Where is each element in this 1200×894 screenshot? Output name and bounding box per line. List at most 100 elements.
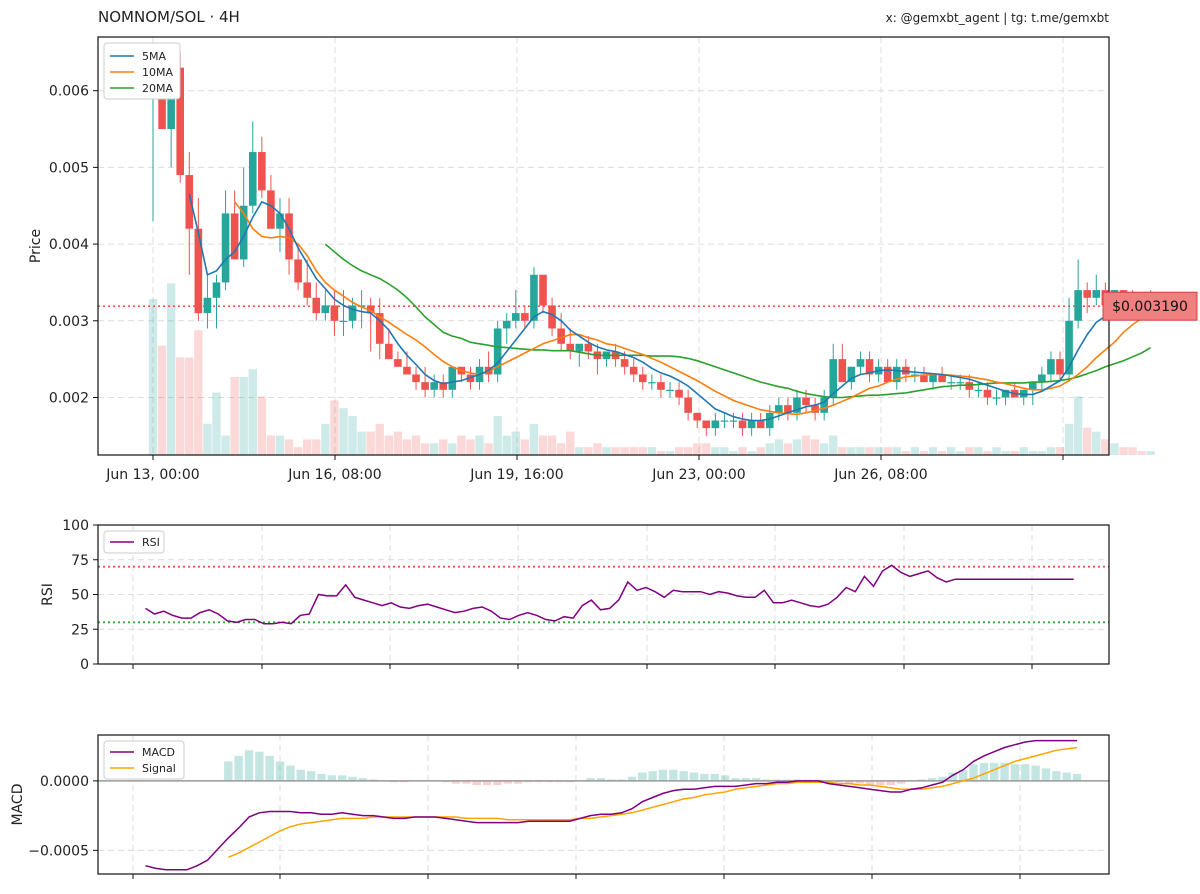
price-legend-box: [103, 42, 181, 100]
volume-bar: [865, 447, 874, 455]
volume-bar: [484, 443, 493, 455]
candle-body: [403, 366, 411, 375]
volume-bar: [1101, 439, 1110, 455]
volume-bar: [393, 431, 403, 455]
rsi-ylabel: RSI: [40, 583, 56, 606]
legend-label-5ma: 5MA: [142, 50, 166, 63]
volume-bar: [520, 439, 530, 455]
volume-bar: [511, 431, 520, 455]
candle-body: [720, 420, 729, 422]
volume-bar: [384, 435, 394, 455]
volume-bar: [1001, 451, 1010, 455]
candle-body: [938, 374, 946, 383]
macd-hist-bar: [586, 778, 595, 781]
volume-bar: [674, 447, 684, 455]
candle-body: [294, 259, 302, 283]
volume-bar: [1146, 451, 1155, 455]
candle-body: [1038, 374, 1046, 383]
volume-bar: [602, 447, 611, 455]
macd-hist-bar: [255, 751, 264, 781]
volume-bar: [366, 431, 375, 455]
ma5-line: [188, 194, 1151, 422]
macd-hist-bar: [306, 771, 316, 781]
volume-bar: [1128, 447, 1137, 455]
volume-bar: [166, 283, 176, 455]
volume-bar: [429, 443, 439, 455]
macd-hist-bar: [689, 772, 699, 781]
macd-hist-bar: [462, 780, 471, 784]
candle-body: [194, 228, 203, 314]
price-xtick-label: Jun 13, 00:00: [105, 467, 199, 483]
macd-hist-bar: [327, 775, 336, 781]
volume-bar: [312, 439, 321, 455]
macd-hist-bar: [317, 773, 326, 781]
volume-bar: [856, 447, 865, 455]
volume-bar: [783, 443, 793, 455]
volume-bar: [738, 447, 747, 455]
macd-hist-bar: [627, 776, 637, 781]
credit-text: x: @gemxbt_agent | tg: t.me/gemxbt: [886, 11, 1110, 25]
candle-body: [738, 420, 747, 429]
volume-bar: [829, 435, 838, 455]
macd-hist-bar: [969, 764, 978, 781]
macd-hist-bar: [472, 780, 481, 786]
volume-bar: [248, 369, 257, 455]
macd-hist-bar: [513, 780, 523, 784]
volume-bar: [810, 439, 820, 455]
candle-body: [802, 397, 810, 406]
macd-hist-bar: [1072, 773, 1082, 781]
macd-hist-bar: [669, 769, 678, 781]
candle-body: [693, 412, 701, 421]
volume-bar: [575, 447, 584, 455]
volume-bar: [1055, 447, 1065, 455]
volume-bar: [656, 451, 666, 455]
macd-legend-box: [103, 740, 185, 780]
macd-ytick-label: 0.0000: [40, 774, 89, 790]
volume-bar: [212, 392, 221, 455]
volume-bar: [529, 423, 539, 455]
volume-bar: [756, 447, 765, 455]
volume-bar: [620, 447, 629, 455]
candle-body: [666, 389, 674, 392]
candle-body: [248, 152, 257, 206]
candle-body: [230, 213, 239, 260]
volume-bar: [439, 439, 448, 455]
candle-body: [258, 152, 266, 191]
current-price-tag: [1102, 291, 1198, 321]
candle-body: [820, 397, 828, 413]
volume-bar: [448, 443, 457, 455]
legend-label-10ma: 10MA: [142, 66, 173, 79]
volume-bar: [357, 431, 366, 455]
price-ytick-label: 0.003: [49, 314, 89, 330]
candle-body: [865, 359, 874, 375]
candle-body: [856, 359, 865, 367]
macd-hist-bar: [938, 776, 947, 781]
volume-bar: [965, 447, 974, 455]
volume-bar: [593, 443, 602, 455]
volume-bar: [956, 451, 965, 455]
macd-hist-bar: [679, 771, 688, 781]
macd-hist-bar: [855, 780, 864, 784]
candle-body: [711, 420, 720, 429]
candle-body: [539, 274, 547, 306]
price-axes-frame: [97, 36, 1110, 456]
candle-body: [811, 405, 819, 413]
rsi-ytick-label: 75: [71, 553, 89, 569]
volume-bar: [874, 447, 883, 455]
volume-bar: [629, 447, 638, 455]
volume-bar: [148, 298, 158, 455]
price-ytick-label: 0.004: [49, 237, 89, 253]
macd-hist-bar: [638, 772, 647, 781]
candle-body: [793, 397, 801, 413]
macd-hist-bar: [265, 755, 274, 781]
candle-body: [675, 389, 683, 398]
macd-hist-bar: [710, 773, 719, 781]
candle-body: [512, 313, 520, 321]
candle-body: [421, 382, 429, 390]
macd-hist-bar: [990, 762, 999, 781]
macd-hist-bar: [700, 773, 709, 781]
macd-hist-bar: [1031, 765, 1040, 781]
legend-label-signal: Signal: [142, 762, 176, 775]
candle-body: [212, 282, 221, 298]
volume-bar: [375, 423, 384, 455]
